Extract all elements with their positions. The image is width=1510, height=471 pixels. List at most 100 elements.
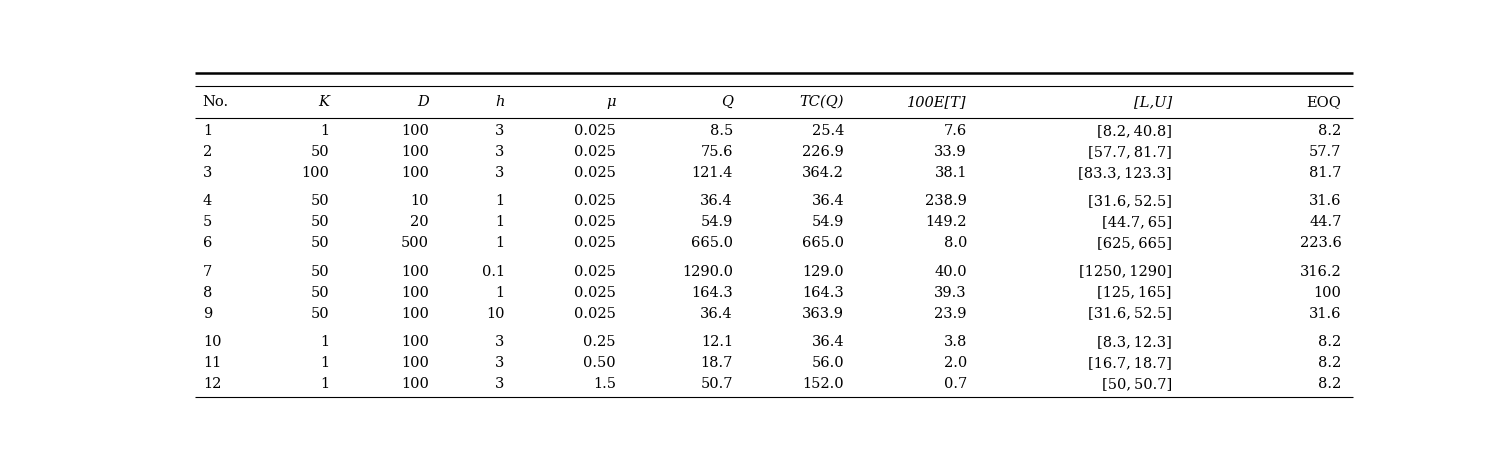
Text: 10: 10: [411, 194, 429, 208]
Text: 81.7: 81.7: [1309, 166, 1341, 180]
Text: 18.7: 18.7: [701, 356, 732, 370]
Text: [8.3, 12.3]: [8.3, 12.3]: [1096, 335, 1172, 349]
Text: 665.0: 665.0: [802, 236, 844, 250]
Text: 3: 3: [495, 145, 504, 159]
Text: 5: 5: [202, 215, 211, 229]
Text: 3: 3: [495, 377, 504, 391]
Text: 1: 1: [202, 124, 211, 138]
Text: 100: 100: [400, 124, 429, 138]
Text: [125, 165]: [125, 165]: [1098, 285, 1172, 300]
Text: 316.2: 316.2: [1300, 265, 1341, 278]
Text: [31.6, 52.5]: [31.6, 52.5]: [1087, 194, 1172, 208]
Text: K: K: [319, 95, 329, 109]
Text: [1250, 1290]: [1250, 1290]: [1078, 265, 1172, 278]
Text: 1: 1: [320, 335, 329, 349]
Text: [L,U]: [L,U]: [1134, 95, 1172, 109]
Text: 238.9: 238.9: [926, 194, 966, 208]
Text: No.: No.: [202, 95, 230, 109]
Text: [44.7, 65]: [44.7, 65]: [1102, 215, 1172, 229]
Text: 100: 100: [400, 335, 429, 349]
Text: 56.0: 56.0: [811, 356, 844, 370]
Text: 44.7: 44.7: [1309, 215, 1341, 229]
Text: 38.1: 38.1: [935, 166, 966, 180]
Text: 364.2: 364.2: [802, 166, 844, 180]
Text: 0.50: 0.50: [583, 356, 616, 370]
Text: 8.0: 8.0: [944, 236, 966, 250]
Text: 0.025: 0.025: [574, 236, 616, 250]
Text: 1: 1: [495, 236, 504, 250]
Text: 50: 50: [311, 265, 329, 278]
Text: 0.025: 0.025: [574, 307, 616, 321]
Text: 0.025: 0.025: [574, 124, 616, 138]
Text: 36.4: 36.4: [701, 194, 732, 208]
Text: 50: 50: [311, 285, 329, 300]
Text: [57.7, 81.7]: [57.7, 81.7]: [1087, 145, 1172, 159]
Text: 149.2: 149.2: [926, 215, 966, 229]
Text: 36.4: 36.4: [701, 307, 732, 321]
Text: 0.025: 0.025: [574, 145, 616, 159]
Text: [50, 50.7]: [50, 50.7]: [1101, 377, 1172, 391]
Text: 7.6: 7.6: [944, 124, 966, 138]
Text: 57.7: 57.7: [1309, 145, 1341, 159]
Text: 0.7: 0.7: [944, 377, 966, 391]
Text: 100: 100: [302, 166, 329, 180]
Text: 50.7: 50.7: [701, 377, 732, 391]
Text: 1: 1: [495, 215, 504, 229]
Text: [31.6, 52.5]: [31.6, 52.5]: [1087, 307, 1172, 321]
Text: 50: 50: [311, 145, 329, 159]
Text: 0.1: 0.1: [482, 265, 504, 278]
Text: 75.6: 75.6: [701, 145, 732, 159]
Text: 100E[T]: 100E[T]: [908, 95, 966, 109]
Text: 7: 7: [202, 265, 211, 278]
Text: 363.9: 363.9: [802, 307, 844, 321]
Text: 54.9: 54.9: [701, 215, 732, 229]
Text: 8.2: 8.2: [1318, 124, 1341, 138]
Text: 226.9: 226.9: [802, 145, 844, 159]
Text: 12.1: 12.1: [701, 335, 732, 349]
Text: 1: 1: [495, 194, 504, 208]
Text: 223.6: 223.6: [1300, 236, 1341, 250]
Text: Q: Q: [720, 95, 732, 109]
Text: 1: 1: [320, 377, 329, 391]
Text: 50: 50: [311, 307, 329, 321]
Text: 0.25: 0.25: [583, 335, 616, 349]
Text: 25.4: 25.4: [812, 124, 844, 138]
Text: 1: 1: [320, 356, 329, 370]
Text: 0.025: 0.025: [574, 166, 616, 180]
Text: 23.9: 23.9: [935, 307, 966, 321]
Text: 3.8: 3.8: [944, 335, 966, 349]
Text: 100: 100: [400, 356, 429, 370]
Text: 3: 3: [495, 124, 504, 138]
Text: 0.025: 0.025: [574, 215, 616, 229]
Text: EOQ: EOQ: [1306, 95, 1341, 109]
Text: 100: 100: [400, 377, 429, 391]
Text: 500: 500: [400, 236, 429, 250]
Text: 10: 10: [202, 335, 222, 349]
Text: [625, 665]: [625, 665]: [1096, 236, 1172, 250]
Text: 100: 100: [400, 307, 429, 321]
Text: 0.025: 0.025: [574, 194, 616, 208]
Text: 6: 6: [202, 236, 213, 250]
Text: 8.2: 8.2: [1318, 335, 1341, 349]
Text: 129.0: 129.0: [802, 265, 844, 278]
Text: 20: 20: [411, 215, 429, 229]
Text: 33.9: 33.9: [935, 145, 966, 159]
Text: [16.7, 18.7]: [16.7, 18.7]: [1087, 356, 1172, 370]
Text: TC(Q): TC(Q): [800, 95, 844, 109]
Text: 9: 9: [202, 307, 211, 321]
Text: 39.3: 39.3: [935, 285, 966, 300]
Text: h: h: [495, 95, 504, 109]
Text: 2: 2: [202, 145, 211, 159]
Text: 8.5: 8.5: [710, 124, 732, 138]
Text: 1: 1: [320, 124, 329, 138]
Text: 4: 4: [202, 194, 211, 208]
Text: 665.0: 665.0: [692, 236, 732, 250]
Text: 3: 3: [495, 335, 504, 349]
Text: 50: 50: [311, 215, 329, 229]
Text: 1: 1: [495, 285, 504, 300]
Text: 31.6: 31.6: [1309, 307, 1341, 321]
Text: 1290.0: 1290.0: [683, 265, 732, 278]
Text: 40.0: 40.0: [935, 265, 966, 278]
Text: 0.025: 0.025: [574, 285, 616, 300]
Text: 100: 100: [400, 166, 429, 180]
